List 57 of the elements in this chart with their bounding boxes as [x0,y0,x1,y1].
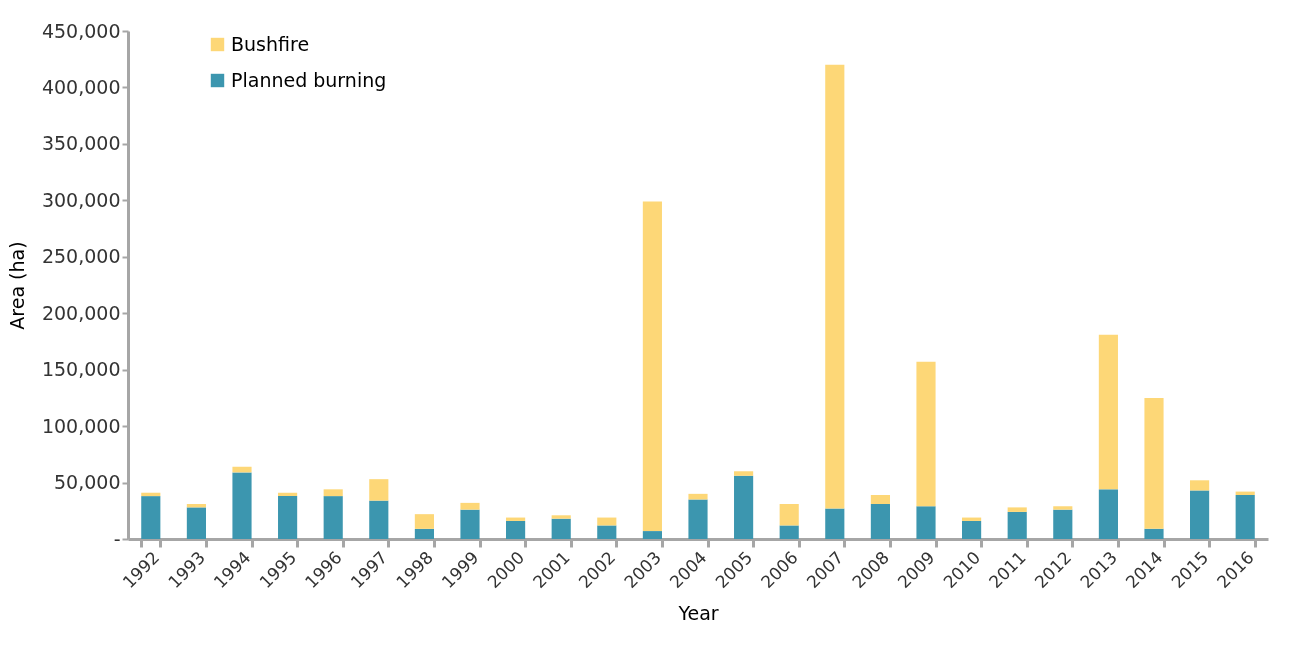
bar [825,64,845,509]
bar [642,531,662,539]
y-tick-label: 400,000 [41,75,121,98]
bar [551,518,571,539]
bar [1053,506,1073,510]
bar [962,520,982,539]
x-axis-title: Year [677,602,719,625]
legend-label: Bushfire [231,32,310,55]
bar [1190,490,1210,539]
bar [323,489,343,497]
bar [186,507,206,539]
bar [1007,507,1027,512]
y-tick-label: 100,000 [41,414,121,437]
bar [870,494,890,504]
bar [369,479,389,501]
bar [1144,397,1164,529]
bar [916,506,936,539]
bar [551,515,571,519]
bar [232,466,252,473]
bar [1098,489,1118,539]
bar [1007,511,1027,539]
y-tick-label: - [113,527,121,550]
bar [734,471,754,476]
y-tick-label: 250,000 [41,245,121,268]
y-tick-label: 300,000 [41,188,121,211]
y-tick-label: 200,000 [41,301,121,324]
bar [460,502,480,510]
bar [1144,528,1164,539]
bar [460,509,480,539]
bar [734,475,754,539]
y-tick-label: 350,000 [41,132,121,155]
bar [597,525,617,539]
bar [414,528,434,539]
y-tick-label: 50,000 [54,471,121,494]
bar [825,508,845,539]
bar [278,496,298,539]
y-tick-label: 150,000 [41,358,121,381]
y-tick-label: 450,000 [41,19,121,42]
bar [1053,509,1073,539]
bar [870,504,890,539]
bar [1235,494,1255,539]
bar [369,500,389,539]
bar [232,472,252,539]
bar [1098,334,1118,490]
bar [779,504,799,526]
y-axis-title: Area (ha) [5,241,28,330]
bar [642,201,662,532]
bar [916,361,936,507]
legend-label: Planned burning [231,68,387,91]
bar [1190,480,1210,491]
bar [779,525,799,539]
bar [506,520,526,539]
bar [323,496,343,539]
bar [688,493,708,500]
bar [414,514,434,529]
bar [141,496,161,539]
bar [688,499,708,539]
